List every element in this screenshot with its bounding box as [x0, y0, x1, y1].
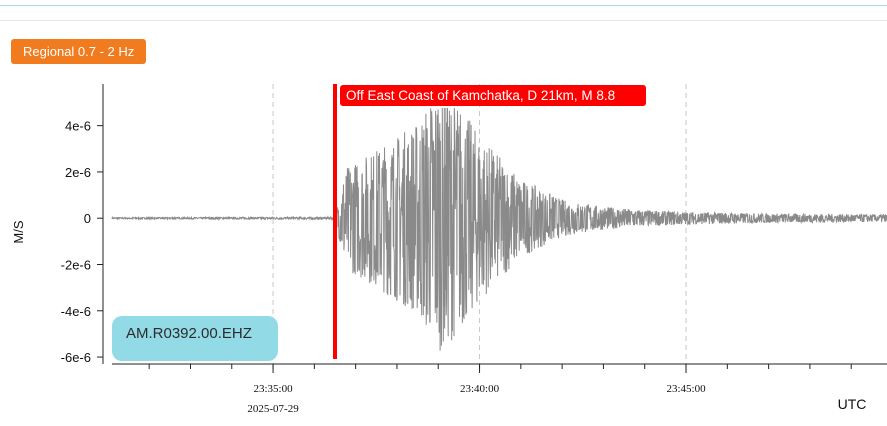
x-tick-label: 23:40:00 — [460, 383, 500, 395]
y-tick-label: 2e-6 — [65, 165, 91, 180]
y-tick-label: -4e-6 — [61, 304, 91, 319]
y-tick-label: 4e-6 — [65, 119, 91, 134]
y-axis-label: M/S — [11, 220, 26, 243]
filter-badge[interactable]: Regional 0.7 - 2 Hz — [11, 39, 147, 64]
y-tick-label: -6e-6 — [61, 350, 91, 365]
x-tick-label: 23:45:00 — [666, 383, 706, 395]
header-divider — [0, 20, 887, 21]
event-label-box — [340, 85, 647, 106]
x-tick-label: 23:35:00 — [253, 383, 293, 395]
trace-layer — [111, 107, 887, 351]
event-label: Off East Coast of Kamchatka, D 21km, M 8… — [346, 88, 615, 103]
axis-layer: 4e-6 2e-6 0 -2e-6 -4e-6 -6e-6 M/S 23:35:00 2025-… — [11, 84, 887, 415]
y-tick-label: 0 — [84, 211, 91, 226]
station-label: AM.R0392.00.EHZ — [112, 316, 278, 361]
x-unit-label: UTC — [838, 396, 867, 412]
top-border — [0, 0, 887, 6]
x-tick-date: 2025-07-29 — [247, 403, 299, 415]
y-tick-label: -2e-6 — [61, 257, 91, 272]
event-layer: Off East Coast of Kamchatka, D 21km, M 8… — [333, 84, 647, 359]
seismogram-trace — [111, 107, 887, 351]
